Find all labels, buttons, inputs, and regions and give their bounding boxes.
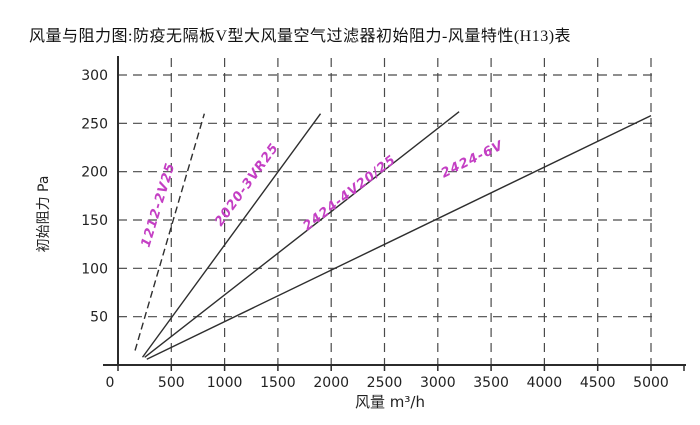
y-tick-label: 50: [90, 310, 108, 326]
series-label: 1212-2V25: [139, 161, 179, 249]
y-tick-label: 300: [81, 68, 108, 84]
series-line: [144, 111, 460, 358]
x-tick-label: 5000: [633, 375, 669, 391]
y-tick-label: 150: [81, 213, 108, 229]
series-line: [134, 113, 206, 351]
x-tick-label: 2500: [367, 375, 403, 391]
x-tick-label: 1000: [207, 375, 243, 391]
y-tick-label: 100: [81, 261, 108, 277]
series-line: [146, 114, 652, 360]
x-tick-label: 500: [158, 375, 185, 391]
x-tick-label: 3500: [473, 375, 509, 391]
series-line: [141, 113, 322, 358]
x-tick-label: 3000: [420, 375, 456, 391]
x-axis-title: 风量 m³/h: [355, 393, 425, 411]
x-tick-label: 2000: [313, 375, 349, 391]
x-tick-label: 0: [106, 375, 115, 391]
y-tick-label: 200: [81, 165, 108, 181]
page-title: 风量与阻力图:防疫无隔板V型大风量空气过滤器初始阻力-风量特性(H13)表: [29, 28, 572, 45]
x-tick-label: 1500: [260, 375, 296, 391]
series-label: 2020-3VR25: [212, 141, 282, 230]
series-label: 2424-6V: [439, 138, 506, 181]
y-axis-title: 初始阻力 Pa: [35, 176, 52, 253]
x-tick-label: 4500: [580, 375, 616, 391]
x-tick-label: 4000: [527, 375, 563, 391]
y-tick-label: 250: [81, 116, 108, 132]
